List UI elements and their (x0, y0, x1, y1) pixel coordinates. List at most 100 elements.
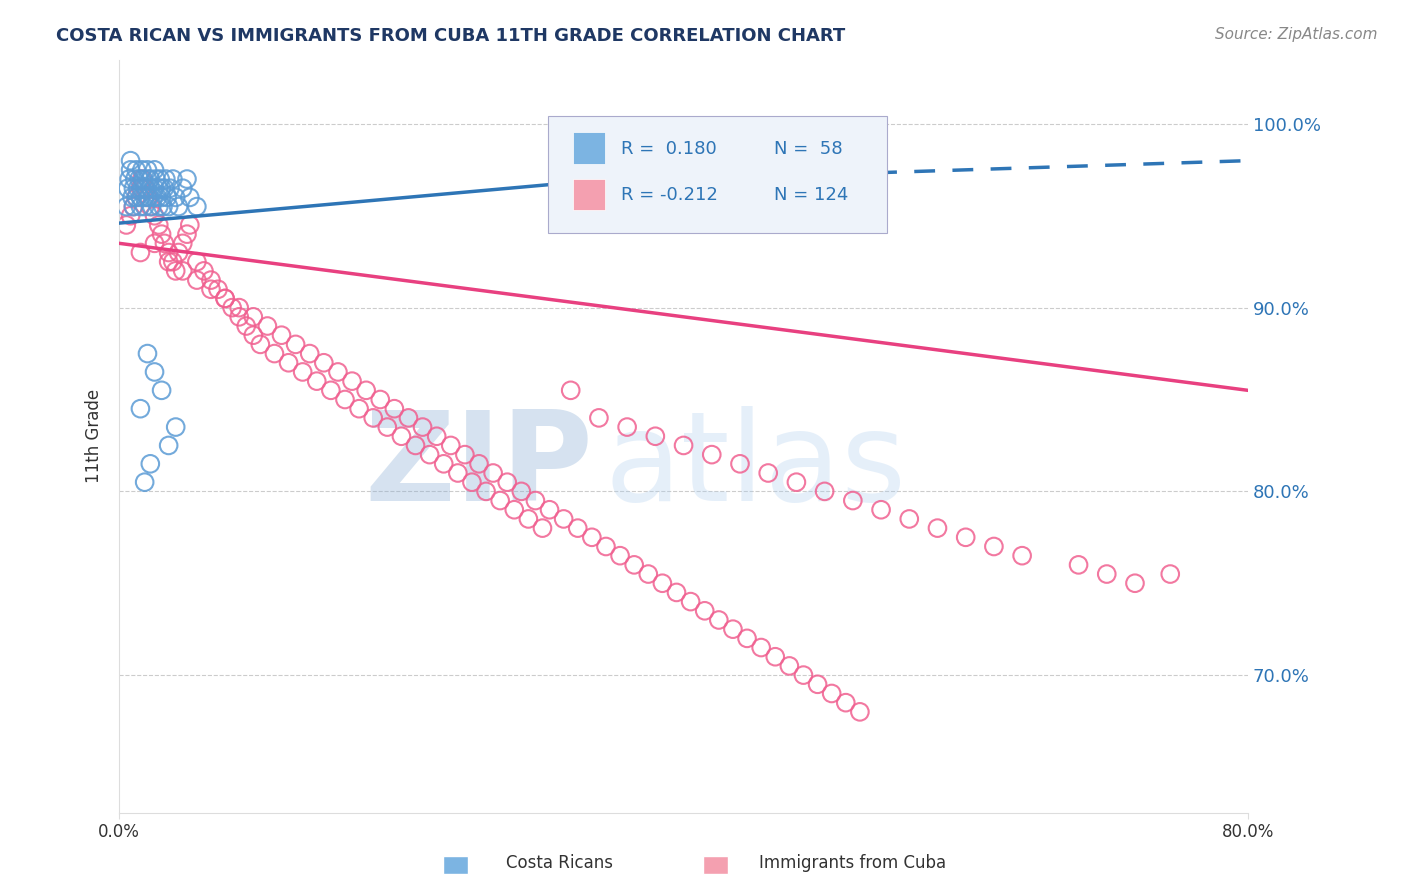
Text: N = 124: N = 124 (773, 186, 848, 204)
Point (326, 365, 349, 379)
Point (405, 438, 427, 452)
Point (120, 162, 142, 177)
Point (616, 420, 638, 434)
Point (228, 301, 250, 315)
Point (136, 346, 159, 360)
Point (368, 392, 391, 407)
Point (157, 254, 180, 268)
Point (651, 576, 673, 591)
Point (134, 181, 156, 195)
Point (134, 200, 156, 214)
Point (538, 502, 561, 516)
Point (333, 392, 356, 407)
Point (153, 236, 176, 251)
Point (156, 190, 179, 204)
Text: Immigrants from Cuba: Immigrants from Cuba (759, 855, 946, 872)
Point (277, 356, 299, 370)
Point (125, 190, 148, 204)
Point (644, 429, 666, 443)
Point (131, 172, 153, 186)
Point (567, 521, 589, 535)
Point (821, 686, 844, 700)
Point (139, 457, 162, 471)
Point (146, 190, 169, 204)
Point (159, 181, 181, 195)
Point (129, 181, 152, 195)
Y-axis label: 11th Grade: 11th Grade (86, 389, 103, 483)
Point (553, 512, 575, 526)
Point (153, 181, 176, 195)
Point (256, 318, 278, 333)
Point (475, 484, 498, 499)
Point (120, 209, 142, 223)
Point (354, 384, 377, 398)
Point (165, 190, 187, 204)
Point (139, 181, 162, 195)
Point (312, 356, 335, 370)
Point (122, 181, 145, 195)
Point (560, 384, 582, 398)
Bar (574, 132, 605, 164)
Point (221, 301, 243, 315)
Point (412, 420, 434, 434)
Text: R = -0.212: R = -0.212 (621, 186, 718, 204)
Point (298, 346, 321, 360)
Point (148, 200, 170, 214)
Point (898, 512, 921, 526)
Point (176, 172, 198, 186)
Point (128, 172, 150, 186)
Point (186, 254, 208, 268)
Point (1067, 558, 1090, 572)
Point (305, 374, 328, 388)
Point (122, 200, 145, 214)
Bar (574, 179, 605, 211)
Point (270, 328, 292, 343)
Point (136, 162, 159, 177)
Point (461, 475, 484, 490)
Point (214, 292, 236, 306)
Point (955, 530, 977, 544)
Point (1301, 567, 1323, 582)
Point (157, 438, 180, 452)
Point (785, 475, 807, 490)
Text: N =  58: N = 58 (773, 140, 842, 158)
Point (693, 604, 716, 618)
Point (235, 318, 257, 333)
Point (125, 190, 148, 204)
Point (588, 410, 610, 425)
Point (179, 190, 201, 204)
Text: ZIP: ZIP (364, 406, 593, 527)
Point (138, 190, 160, 204)
Point (721, 622, 744, 636)
Point (207, 282, 229, 296)
Point (167, 200, 190, 214)
Point (200, 282, 222, 296)
Point (792, 668, 814, 682)
Text: atlas: atlas (605, 406, 907, 527)
Point (361, 410, 384, 425)
Point (510, 484, 533, 499)
Point (165, 264, 187, 278)
Point (162, 254, 184, 268)
Point (426, 429, 449, 443)
Point (391, 429, 413, 443)
Point (700, 448, 723, 462)
Point (145, 172, 167, 186)
Point (482, 466, 505, 480)
Point (143, 162, 166, 177)
Point (749, 640, 772, 655)
Point (284, 337, 307, 351)
Point (157, 245, 180, 260)
Point (849, 705, 872, 719)
Point (1159, 567, 1181, 582)
Point (122, 200, 145, 214)
Point (637, 567, 659, 582)
Point (172, 181, 194, 195)
Point (609, 549, 631, 563)
FancyBboxPatch shape (548, 116, 887, 233)
Point (531, 521, 554, 535)
Point (143, 236, 166, 251)
Point (118, 172, 141, 186)
Point (136, 190, 159, 204)
Point (142, 190, 165, 204)
